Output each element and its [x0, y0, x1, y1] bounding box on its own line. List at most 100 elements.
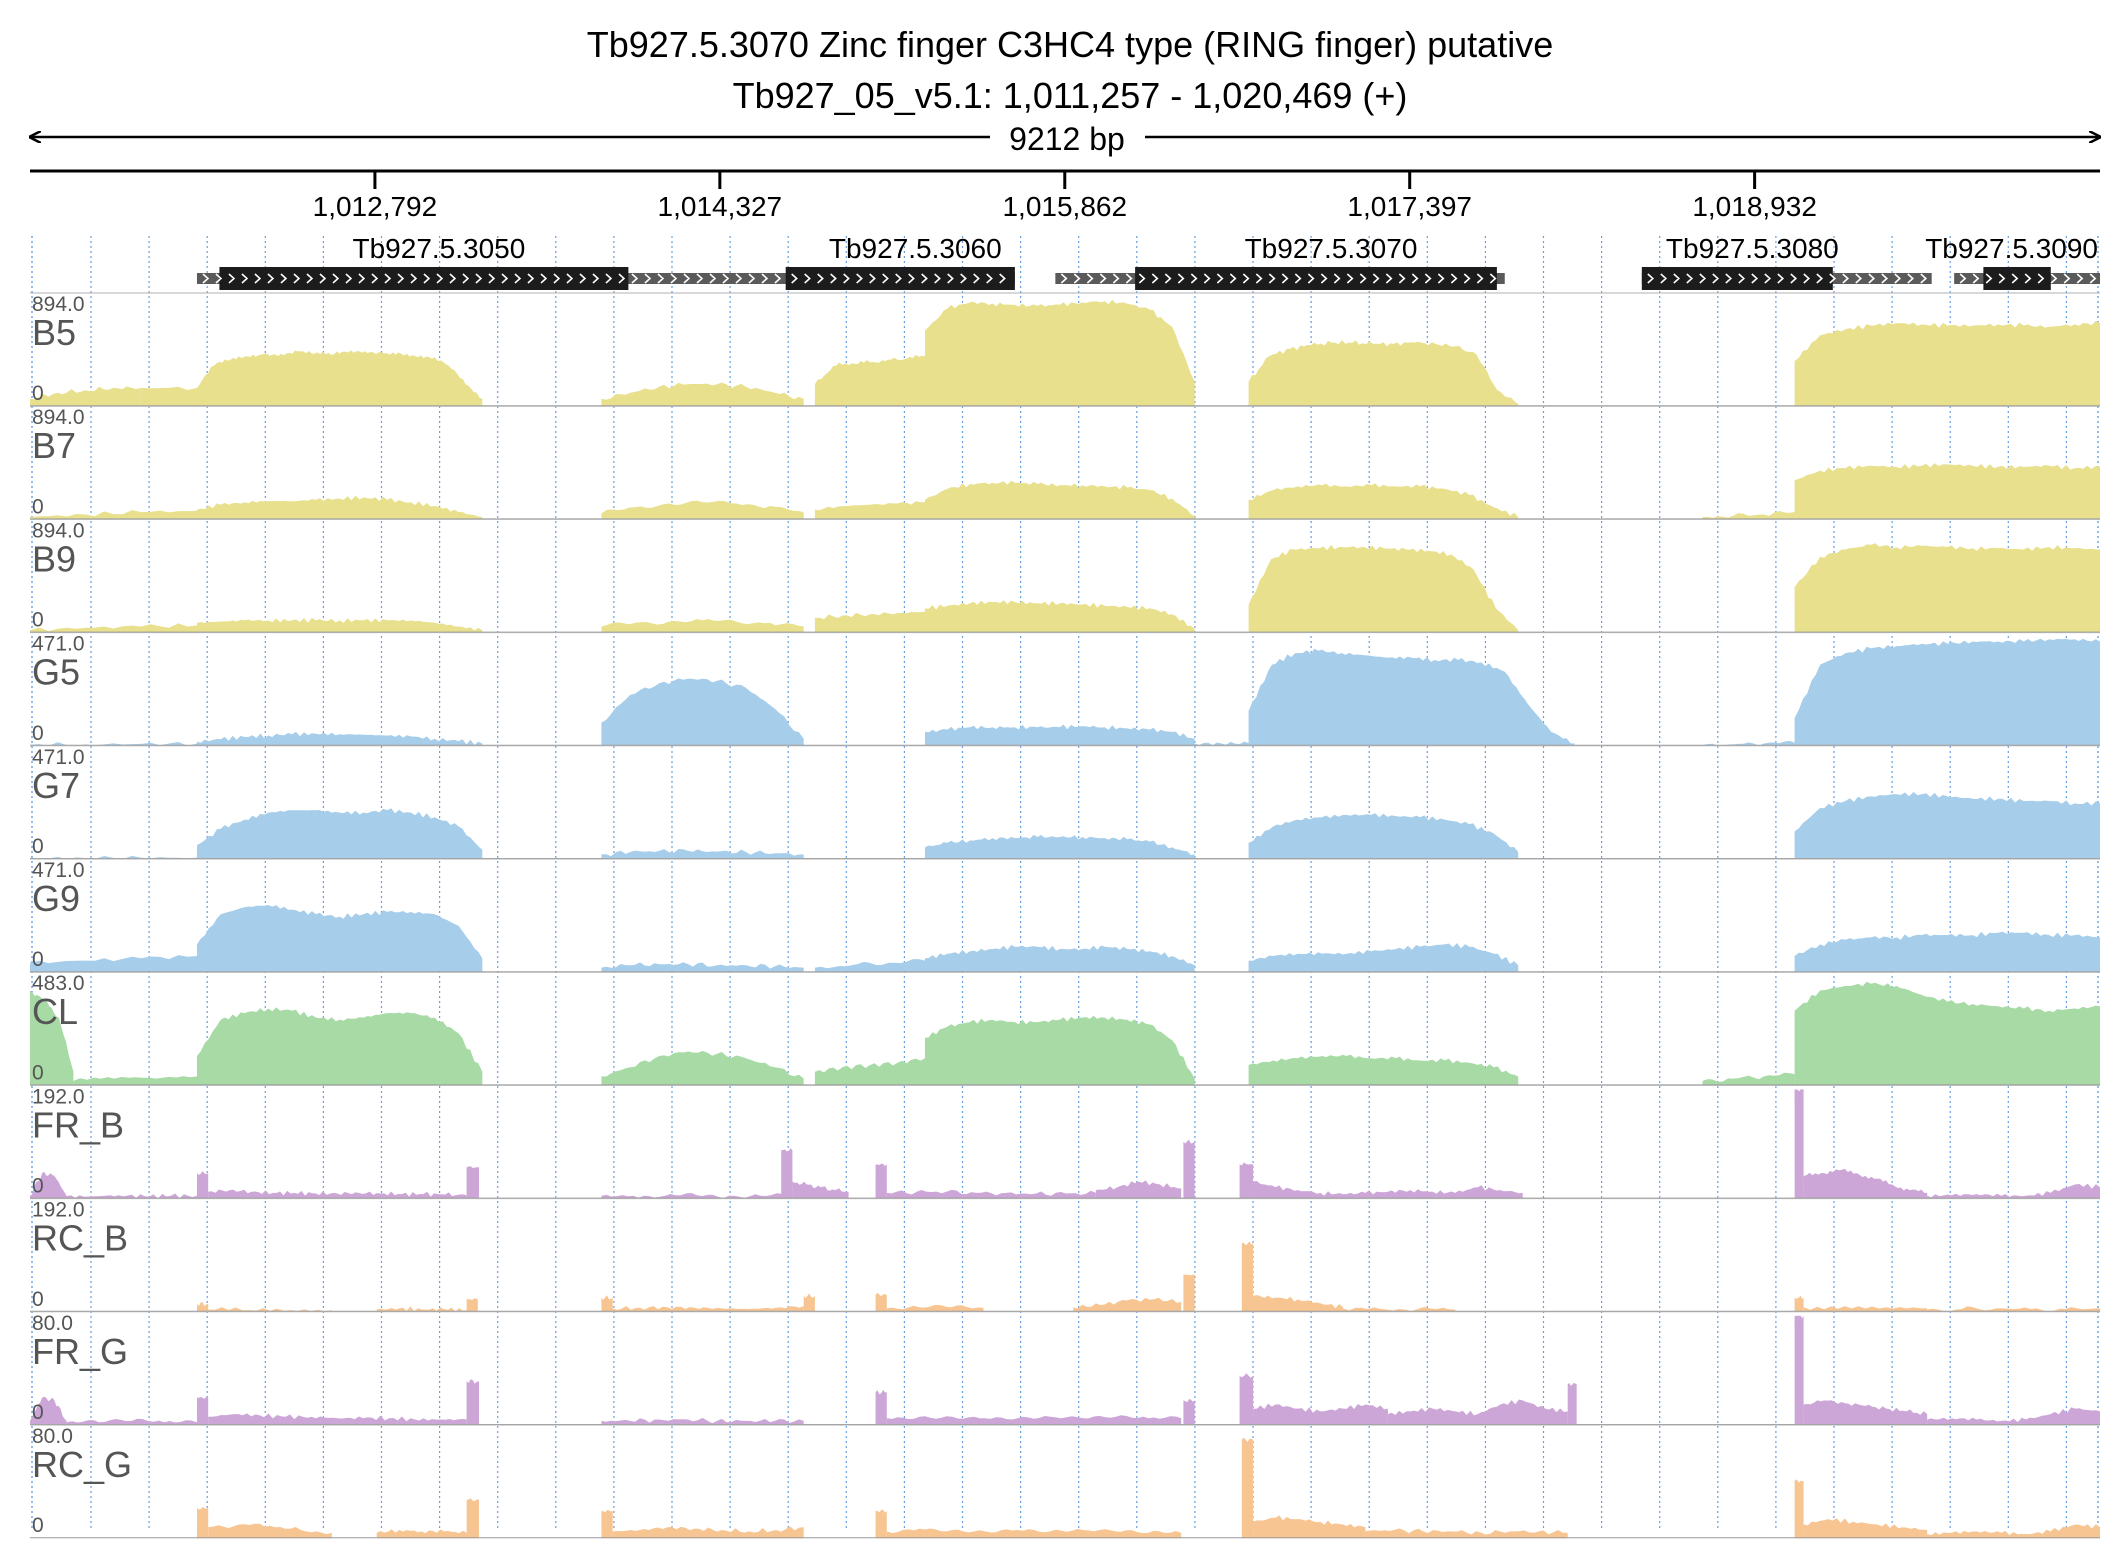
gridlines: [31, 236, 2099, 1528]
track-b5: 894.0B5 0: [30, 292, 2100, 407]
coverage-area: [1702, 1072, 1795, 1086]
coverage-area: [30, 990, 74, 1086]
coverage-area: [466, 1379, 479, 1425]
gene-annotation-track: Tb927.5.3050 Tb927.5.3060 Tb927.5.3070 Tb92…: [196, 233, 2100, 290]
coverage-area: [196, 1396, 209, 1425]
track-min-label: 0: [32, 1514, 44, 1537]
coverage-area: [781, 1148, 793, 1199]
coverage-area: [1248, 544, 1519, 633]
coverage-area: [196, 808, 483, 859]
coverage-area: [1803, 1518, 1928, 1539]
track-name: B5: [32, 312, 76, 353]
coverage-area: [30, 623, 197, 633]
coverage-area: [208, 1189, 467, 1199]
coverage-tracks: 894.0B50894.0B70894.0B90471.0G50471.0G70…: [30, 292, 2100, 1539]
track-name: FR_G: [32, 1331, 128, 1372]
gene-Tb927-5-3080[interactable]: Tb927.5.3080: [1641, 233, 1932, 290]
coverage-area: [601, 500, 804, 520]
coverage-area: [601, 962, 804, 973]
track-name: B7: [32, 425, 76, 466]
track-max-label: 894.0: [32, 293, 85, 316]
track-max-label: 471.0: [32, 633, 85, 656]
coverage-area: [466, 1498, 479, 1539]
coverage-area: [1794, 321, 2100, 407]
track-g7: 471.0G7 0: [30, 745, 2100, 859]
coverage-area: [925, 600, 1195, 633]
track-fr-b: 192.0FR_B 0: [30, 1084, 2100, 1199]
coverage-area: [66, 1193, 197, 1199]
tick-label: 1,012,792: [313, 191, 438, 222]
track-max-label: 192.0: [32, 1199, 85, 1222]
gene-label: Tb927.5.3080: [1666, 233, 1839, 264]
gene-Tb927-5-3090[interactable]: Tb927.5.3090: [1925, 233, 2100, 290]
coverage-area: [925, 724, 1195, 746]
track-max-label: 894.0: [32, 406, 85, 429]
track-name: B9: [32, 538, 76, 579]
coverage-area: [1241, 1437, 1254, 1539]
strand-chevrons: [791, 273, 1006, 284]
coverage-area: [1794, 638, 2100, 746]
coverage-area: [1248, 943, 1519, 973]
coverage-area: [30, 386, 141, 407]
tick-label: 1,018,932: [1692, 191, 1817, 222]
coverage-area: [925, 945, 1195, 973]
coverage-area: [1567, 1382, 1577, 1425]
coverage-area: [466, 1166, 479, 1199]
coverage-area: [1248, 813, 1519, 859]
track-max-label: 192.0: [32, 1085, 85, 1108]
track-name: RC_G: [32, 1444, 132, 1485]
coverage-area: [1794, 1315, 1804, 1425]
coverage-area: [1794, 1295, 1804, 1312]
coverage-area: [601, 382, 804, 407]
track-min-label: 0: [32, 835, 44, 858]
coverage-area: [1702, 511, 1795, 520]
coverage-area: [886, 1189, 1096, 1199]
span-ruler: 9212 bp: [30, 121, 2100, 157]
coverage-area: [601, 1510, 613, 1539]
coverage-area: [1927, 1407, 2100, 1425]
track-min-label: 0: [32, 495, 44, 518]
coverage-area: [601, 678, 804, 746]
coverage-area: [30, 1396, 67, 1425]
coverage-area: [925, 834, 1195, 859]
gene-Tb927-5-3070[interactable]: Tb927.5.3070: [1055, 233, 1505, 290]
coverage-area: [1239, 1373, 1254, 1425]
coverage-area: [875, 1389, 887, 1425]
coverage-area: [814, 501, 926, 520]
track-min-label: 0: [32, 948, 44, 971]
coverage-area: [814, 354, 926, 407]
coverage-area: [1194, 741, 1249, 746]
coverage-area: [196, 905, 483, 973]
coverage-area: [814, 1058, 926, 1086]
track-name: G5: [32, 652, 80, 693]
gene-cds-bar: [1641, 267, 1833, 290]
coverage-area: [1794, 463, 2100, 520]
coverage-area: [1253, 1181, 1343, 1199]
coverage-area: [814, 611, 926, 633]
gene-Tb927-5-3060[interactable]: Tb927.5.3060: [785, 233, 1015, 290]
track-name: G7: [32, 765, 80, 806]
track-cl: 483.0CL 0: [30, 971, 2100, 1086]
coverage-area: [1803, 1400, 1928, 1425]
gene-Tb927-5-3050[interactable]: Tb927.5.3050: [196, 233, 815, 290]
coverage-area: [1702, 740, 1795, 746]
track-min-label: 0: [32, 1288, 44, 1311]
coverage-area: [875, 1163, 887, 1199]
track-max-label: 80.0: [32, 1312, 73, 1335]
coverage-area: [196, 617, 483, 633]
track-min-label: 0: [32, 1175, 44, 1198]
track-max-label: 483.0: [32, 972, 85, 995]
gene-label: Tb927.5.3090: [1925, 233, 2098, 264]
coverage-area: [376, 1529, 467, 1539]
track-g5: 471.0G5 0: [30, 632, 2100, 746]
coverage-area: [466, 1298, 478, 1312]
track-min-label: 0: [32, 1401, 44, 1424]
track-rc-g: 80.0RC_G 0: [30, 1424, 2100, 1539]
track-rc-b: 192.0RC_B 0: [30, 1198, 2100, 1312]
track-name: RC_B: [32, 1218, 128, 1259]
track-max-label: 471.0: [32, 746, 85, 769]
coverage-area: [208, 1523, 332, 1539]
coverage-area: [1183, 1274, 1195, 1312]
coordinate-ticks: 1,012,792 1,014,327 1,015,862 1,017,397 1,01…: [313, 171, 1817, 222]
coverage-area: [1342, 1185, 1523, 1199]
